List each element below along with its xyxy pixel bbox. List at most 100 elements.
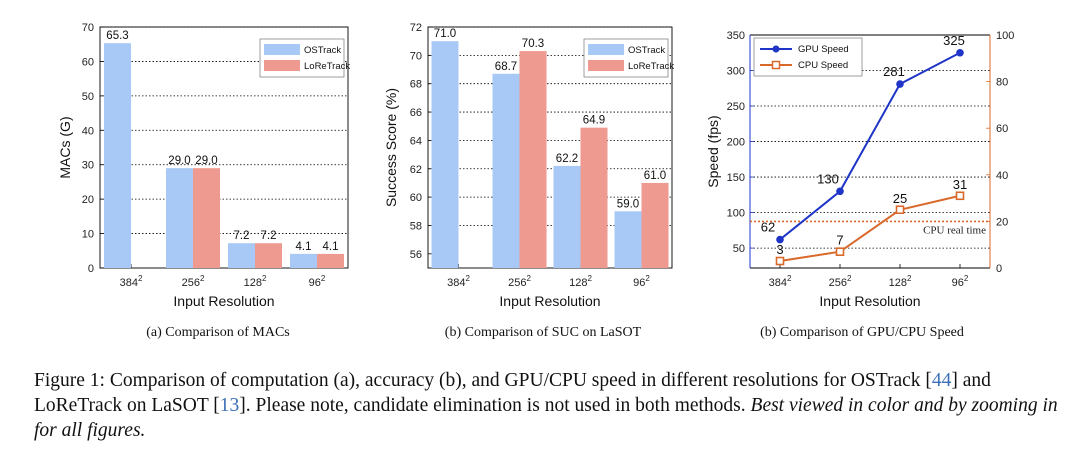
x-tick-label: 1282 bbox=[569, 274, 592, 289]
data-label: 59.0 bbox=[617, 198, 639, 210]
x-axis-label: Input Resolution bbox=[499, 293, 600, 309]
y-tick-label: 200 bbox=[727, 137, 745, 149]
y-tick-label: 68 bbox=[410, 79, 422, 91]
gpu-point bbox=[896, 80, 904, 88]
x-tick-label: 2562 bbox=[829, 274, 852, 289]
data-label: 71.0 bbox=[434, 28, 456, 40]
y2-tick-label: 80 bbox=[996, 77, 1008, 89]
citation-link-13[interactable]: 13 bbox=[219, 395, 240, 416]
x-tick-label: 962 bbox=[952, 274, 969, 289]
cpu-data-label: 25 bbox=[893, 191, 907, 206]
data-label: 68.7 bbox=[495, 61, 517, 73]
legend-marker bbox=[771, 60, 781, 70]
chart-caption: (b) Comparison of SUC on LaSOT bbox=[445, 325, 642, 340]
legend-swatch bbox=[588, 44, 624, 55]
ostrack-bar bbox=[431, 41, 459, 269]
cpu-point bbox=[775, 256, 785, 266]
x-tick-label: 3842 bbox=[120, 274, 143, 289]
gpu-data-label: 325 bbox=[943, 33, 965, 48]
y-tick-label: 100 bbox=[727, 208, 745, 220]
legend-swatch bbox=[588, 60, 624, 71]
y-tick-label: 10 bbox=[82, 229, 94, 241]
cpu-point bbox=[895, 205, 905, 215]
gpu-point bbox=[956, 48, 964, 57]
data-label: 7.2 bbox=[261, 230, 277, 242]
x-tick-label: 1282 bbox=[244, 274, 267, 289]
y-axis-label: Success Score (%) bbox=[383, 88, 399, 207]
legend-label: OSTrack bbox=[304, 45, 341, 56]
y-tick-label: 20 bbox=[82, 194, 94, 206]
chart-caption: (a) Comparison of MACs bbox=[146, 325, 290, 340]
gpu-data-label: 130 bbox=[817, 171, 839, 186]
y-tick-label: 58 bbox=[410, 220, 422, 232]
ostrack-bar bbox=[553, 165, 581, 268]
data-label: 64.9 bbox=[583, 115, 605, 127]
legend-swatch bbox=[264, 60, 300, 71]
ostrack-bar bbox=[614, 211, 642, 268]
y2-tick-label: 0 bbox=[996, 263, 1002, 275]
y-tick-label: 62 bbox=[410, 164, 422, 176]
y-tick-label: 40 bbox=[82, 125, 94, 137]
cpu-point bbox=[955, 191, 965, 201]
y-tick-label: 30 bbox=[82, 160, 94, 172]
ostrack-bar bbox=[492, 73, 520, 269]
y-tick-label: 64 bbox=[410, 135, 422, 147]
x-tick-label: 3842 bbox=[447, 274, 470, 289]
cpu-data-label: 31 bbox=[953, 177, 967, 192]
plot-frame bbox=[99, 26, 349, 269]
cpu-point bbox=[835, 247, 845, 256]
figure-caption-text: Figure 1: Comparison of computation (a),… bbox=[34, 370, 932, 391]
legend-label: OSTrack bbox=[628, 45, 665, 56]
y-tick-label: 66 bbox=[410, 107, 422, 119]
x-axis-label: Input Resolution bbox=[819, 293, 920, 309]
y-tick-label: 50 bbox=[733, 243, 745, 255]
cpu-data-label: 3 bbox=[776, 242, 783, 257]
y2-tick-label: 40 bbox=[996, 170, 1008, 182]
y-tick-label: 60 bbox=[82, 56, 94, 68]
data-label: 4.1 bbox=[296, 241, 312, 253]
legend-swatch bbox=[264, 44, 300, 55]
data-label: 61.0 bbox=[644, 170, 666, 182]
y-tick-label: 72 bbox=[410, 22, 422, 34]
x-tick-label: 962 bbox=[633, 274, 650, 289]
y-tick-label: 56 bbox=[410, 249, 422, 261]
legend-label: GPU Speed bbox=[798, 44, 849, 55]
y2-tick-label: 60 bbox=[996, 123, 1008, 135]
gpu-data-label: 281 bbox=[883, 64, 905, 79]
gpu-point bbox=[836, 187, 844, 196]
legend-marker bbox=[772, 45, 780, 53]
legend-label: LoReTrack bbox=[628, 61, 674, 72]
y-axis-label: MACs (G) bbox=[57, 116, 73, 178]
cpu-speed-line bbox=[779, 194, 961, 262]
y-tick-label: 70 bbox=[410, 50, 422, 62]
data-label: 4.1 bbox=[323, 241, 339, 253]
cpu-data-label: 7 bbox=[836, 233, 843, 248]
loretrack-bar bbox=[193, 168, 220, 268]
ostrack-bar bbox=[104, 43, 131, 268]
data-label: 70.3 bbox=[522, 38, 544, 50]
citation-link-44[interactable]: 44 bbox=[931, 370, 952, 391]
loretrack-bar bbox=[255, 243, 282, 268]
y2-tick-label: 20 bbox=[996, 216, 1008, 228]
gpu-point bbox=[776, 235, 784, 244]
loretrack-bar bbox=[641, 182, 669, 268]
y-tick-label: 350 bbox=[727, 30, 745, 42]
gpu-speed-line bbox=[779, 51, 961, 241]
x-tick-label: 3842 bbox=[769, 274, 792, 289]
x-tick-label: 962 bbox=[309, 274, 326, 289]
y-axis-label: Speed (fps) bbox=[705, 115, 721, 187]
data-label: 29.0 bbox=[195, 155, 217, 167]
reference-line-label: CPU real time bbox=[923, 224, 986, 236]
data-label: 7.2 bbox=[234, 230, 250, 242]
figure-caption-text-suffix: ]. Please note, candidate elimination is… bbox=[239, 395, 751, 416]
y-tick-label: 0 bbox=[88, 263, 94, 275]
loretrack-bar bbox=[580, 127, 608, 268]
data-label: 62.2 bbox=[556, 153, 578, 165]
y-tick-label: 300 bbox=[727, 66, 745, 78]
x-tick-label: 2562 bbox=[182, 274, 205, 289]
legend-box bbox=[753, 37, 863, 77]
ostrack-bar bbox=[166, 168, 193, 268]
figure-caption: Figure 1: Comparison of computation (a),… bbox=[34, 368, 1064, 443]
y-tick-label: 50 bbox=[82, 91, 94, 103]
